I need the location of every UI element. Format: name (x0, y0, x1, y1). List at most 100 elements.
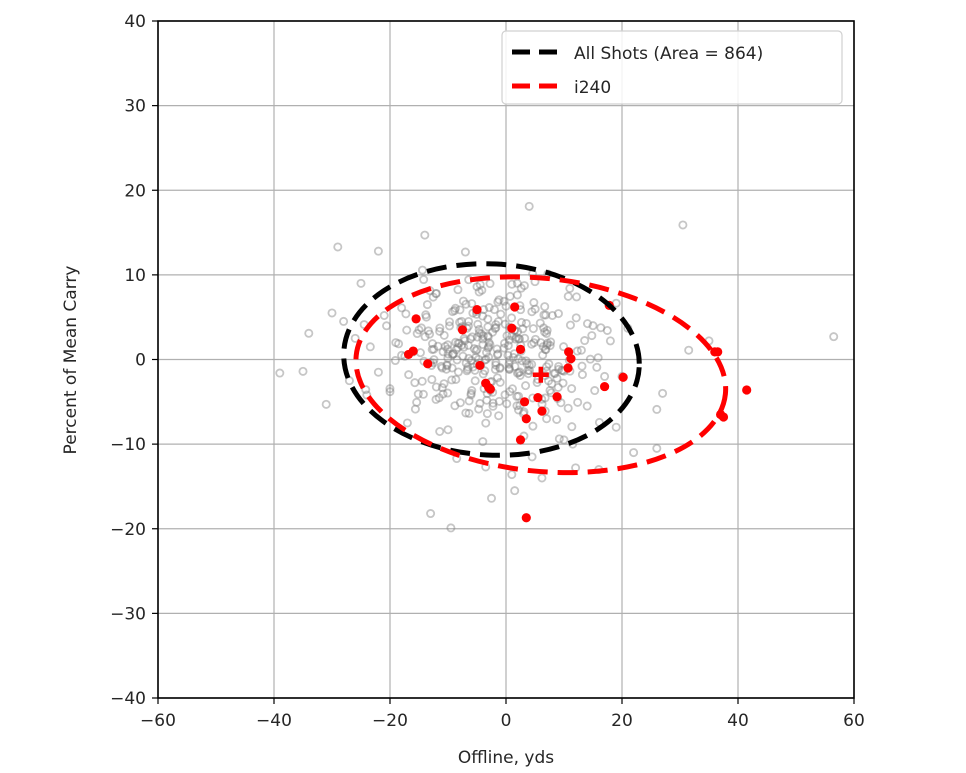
all-shots-point (459, 342, 469, 352)
all-shots-point (504, 355, 514, 365)
all-shots-point (457, 340, 467, 350)
all-shots-point (455, 317, 465, 327)
all-shots-point (382, 321, 392, 331)
all-shots-point (528, 324, 538, 334)
all-shots-point (543, 338, 553, 348)
all-shots-point (513, 354, 523, 364)
all-shots-point (459, 334, 469, 344)
i240-point (472, 304, 482, 315)
all-shots-point (544, 376, 554, 386)
all-shots-point (542, 362, 552, 372)
all-shots-point (553, 382, 563, 392)
i240-point (742, 385, 752, 395)
all-shots-point (435, 323, 445, 333)
all-shots-point (478, 311, 488, 321)
all-shots-point (478, 369, 488, 379)
y-tick-label: −20 (110, 520, 146, 540)
all-shots-point (550, 369, 560, 379)
all-shots-point (429, 355, 439, 365)
all-shots-point (554, 434, 564, 444)
all-shots-point (493, 317, 503, 327)
all-shots-point (503, 341, 513, 351)
all-shots-point (401, 309, 411, 319)
all-shots-point (442, 360, 452, 370)
all-shots-point (462, 366, 472, 376)
all-shots-point (539, 323, 549, 333)
all-shots-point (658, 388, 668, 398)
all-shots-point (500, 319, 510, 329)
all-shots-point (491, 323, 501, 333)
all-shots-point (438, 389, 448, 399)
all-shots-point (510, 486, 520, 496)
x-axis-label: Offline, yds (458, 748, 554, 768)
all-shots-point (559, 435, 569, 445)
all-shots-point (512, 401, 522, 411)
all-shots-point (465, 334, 475, 344)
all-shots-point (512, 278, 522, 288)
all-shots-point (461, 408, 471, 418)
all-shots-point (417, 376, 427, 386)
all-shots-point (412, 397, 422, 407)
legend-box (501, 30, 843, 105)
all-shots-point (541, 345, 551, 355)
all-shots-point (442, 361, 452, 371)
all-shots-point (413, 389, 423, 399)
all-shots-point (339, 316, 349, 326)
all-shots-point (483, 314, 493, 324)
all-shots-point (527, 339, 537, 349)
all-shots-point (433, 341, 443, 351)
all-shots-point (480, 355, 490, 365)
all-shots-point (541, 310, 551, 320)
all-shots-point (552, 414, 562, 424)
all-shots-point (829, 332, 839, 342)
all-shots-point (528, 421, 538, 431)
all-shots-point (455, 398, 465, 408)
all-shots-point (483, 322, 493, 332)
all-shots-point (472, 332, 482, 342)
all-shots-point (592, 362, 602, 372)
all-shots-point (473, 319, 483, 329)
all-shots-point (475, 398, 485, 408)
i240-point (423, 359, 433, 369)
all-shots-point (476, 329, 486, 339)
all-shots-point (495, 363, 505, 373)
y-tick-label: 10 (124, 266, 146, 286)
all-shots-point (585, 354, 595, 364)
all-shots-point (563, 403, 573, 413)
all-shots-point (448, 307, 458, 317)
all-shots-point (451, 374, 461, 384)
all-shots-point (573, 397, 583, 407)
all-shots-point (602, 325, 612, 335)
all-shots-point (450, 401, 460, 411)
all-shots-point (567, 384, 577, 394)
all-shots-point (515, 370, 525, 380)
all-shots-point (453, 367, 463, 377)
all-shots-point (483, 343, 493, 353)
i240-point (475, 360, 485, 371)
all-shots-point (535, 318, 545, 328)
all-shots-point (452, 355, 462, 365)
all-shots-point (275, 368, 285, 378)
all-shots-point (514, 405, 524, 415)
all-shots-point (571, 313, 581, 323)
data-points (275, 201, 839, 533)
all-shots-point (426, 509, 436, 519)
all-shots-point (521, 381, 531, 391)
all-shots-point (504, 335, 514, 345)
all-shots-point (453, 342, 463, 352)
all-shots-point (467, 299, 477, 309)
all-shots-point (441, 364, 451, 374)
all-shots-point (448, 349, 458, 359)
all-shots-point (482, 409, 492, 419)
all-shots-point (454, 338, 464, 348)
all-shots-point (521, 356, 531, 366)
all-shots-point (455, 305, 465, 315)
all-shots-point (565, 283, 575, 293)
all-shots-point (478, 334, 488, 344)
all-shots-point (447, 375, 457, 385)
x-tick-label: −20 (372, 711, 408, 731)
all-shots-point (397, 303, 407, 313)
all-shots-point (490, 364, 500, 374)
all-shots-point (515, 367, 525, 377)
all-shots-point (461, 358, 471, 368)
